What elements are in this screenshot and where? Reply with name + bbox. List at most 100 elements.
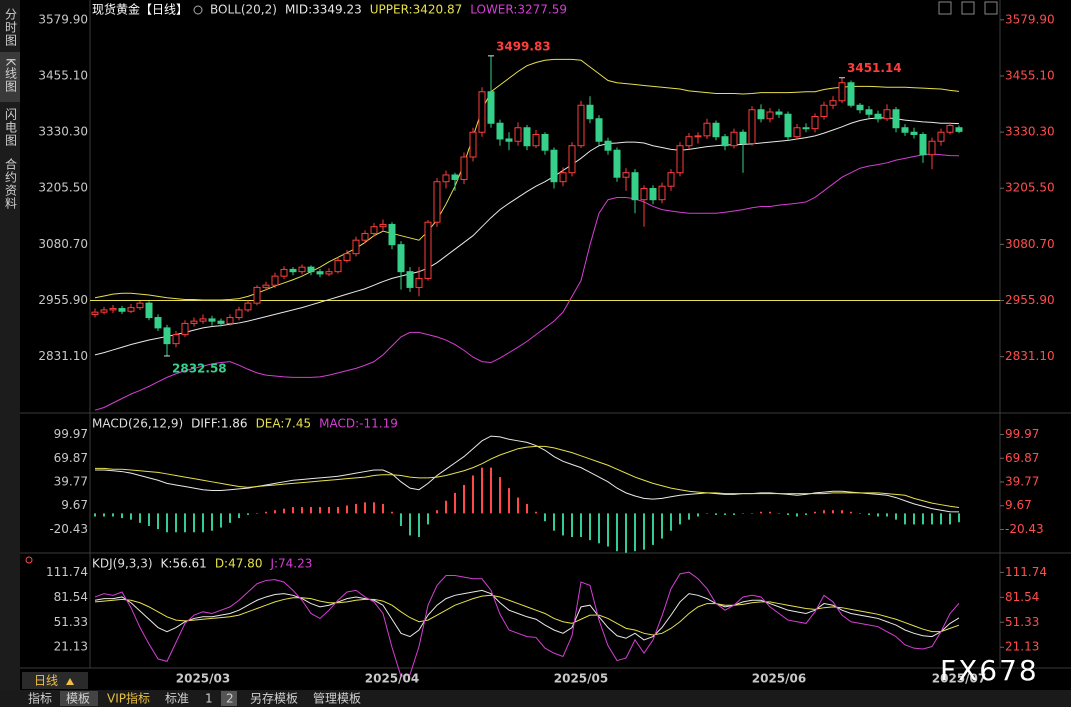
candle-body — [235, 309, 243, 319]
candle-body — [469, 131, 477, 158]
sidebar-tab[interactable]: 分时图 — [4, 8, 18, 47]
toolbar-item[interactable]: 模板 — [66, 692, 90, 706]
sidebar-active — [0, 52, 20, 102]
candle-body — [847, 82, 855, 106]
candle-body — [226, 317, 234, 324]
histogram-bar — [787, 513, 789, 515]
histogram-bar — [274, 510, 276, 514]
histogram-bar — [796, 513, 798, 517]
histogram-bar — [427, 513, 429, 525]
histogram-bar — [256, 513, 258, 514]
histogram-bar — [850, 511, 852, 514]
histogram-bar — [724, 513, 726, 515]
toolbar-item[interactable]: 管理模板 — [313, 691, 361, 706]
y-tick-label-right: 21.13 — [1005, 640, 1039, 654]
candle-body — [865, 109, 873, 115]
indicator-line — [95, 435, 960, 513]
histogram-bar — [544, 513, 546, 522]
indicator-line — [94, 571, 960, 677]
candle-body — [388, 223, 396, 246]
histogram-bar — [895, 513, 897, 520]
title-icon — [193, 5, 203, 15]
histogram-bar — [472, 475, 474, 514]
indicator-line — [94, 589, 960, 641]
y-tick-label-left: 3579.90 — [38, 12, 88, 26]
histogram-bar — [805, 513, 807, 515]
y-tick-label-right: 3455.10 — [1005, 68, 1055, 82]
candle-body — [181, 322, 189, 336]
button[interactable] — [961, 1, 975, 15]
toolbar-item[interactable]: 标准 — [165, 692, 189, 706]
legend-entry: D:47.80 — [215, 557, 263, 571]
histogram-bar — [508, 488, 510, 514]
toolbar-item[interactable]: 1 — [205, 692, 213, 706]
histogram-bar — [913, 513, 915, 525]
histogram-bar — [499, 477, 501, 514]
histogram-bar — [103, 513, 105, 517]
candle-body — [793, 127, 801, 138]
legend-entry: K:56.61 — [161, 557, 207, 571]
candle-body — [712, 122, 720, 138]
sidebar — [0, 0, 20, 690]
histogram-bar — [823, 510, 825, 514]
y-tick-label-right: 2955.90 — [1005, 293, 1055, 307]
sidebar-tab[interactable]: 闪电图 — [4, 108, 18, 147]
sidebar-tab[interactable]: 合约资料 — [4, 157, 18, 210]
candle-body — [604, 140, 612, 151]
indicator-line — [94, 58, 960, 301]
histogram-bar — [517, 497, 519, 514]
candle-body — [307, 266, 315, 273]
y-tick-label-right: 51.33 — [1005, 615, 1039, 629]
settings-icon[interactable] — [25, 556, 33, 564]
legend-entry: DEA:7.45 — [256, 417, 312, 431]
period-arrow — [66, 678, 74, 685]
y-tick-label-left: 39.77 — [54, 474, 88, 488]
histogram-bar — [328, 507, 330, 514]
candle-body — [397, 244, 405, 273]
candle-body — [577, 104, 585, 147]
toolbar-item[interactable]: VIP指标 — [107, 691, 150, 706]
y-tick-label-left: 3080.70 — [38, 237, 88, 251]
candle-body — [937, 131, 945, 142]
candle-body — [640, 187, 648, 201]
toolbar-item[interactable]: 指标 — [28, 691, 52, 706]
histogram-bar — [373, 502, 375, 514]
y-tick-label-left: 69.87 — [54, 451, 88, 465]
histogram-bar — [571, 513, 573, 538]
histogram-bar — [706, 513, 708, 514]
legend-entry: UPPER:3420.87 — [370, 3, 462, 17]
candle-body — [433, 181, 441, 223]
y-tick-label-right: 99.97 — [1005, 427, 1039, 441]
legend-entry: MACD:-11.19 — [319, 417, 398, 431]
toolbar-item[interactable]: 另存模板 — [250, 692, 298, 706]
histogram-bar — [535, 511, 537, 514]
y-tick-label-right: 3330.30 — [1005, 125, 1055, 139]
histogram-bar — [715, 513, 717, 515]
histogram-bar — [841, 510, 843, 514]
candle-body — [919, 133, 927, 156]
histogram-bar — [238, 513, 240, 519]
button[interactable] — [984, 1, 998, 15]
toolbar-item[interactable]: 2 — [226, 692, 234, 706]
histogram-bar — [220, 513, 222, 528]
legend-entry: DIFF:1.86 — [191, 417, 247, 431]
button[interactable] — [938, 1, 952, 15]
y-tick-label-left: 111.74 — [46, 565, 88, 579]
indicator-line — [95, 445, 960, 508]
histogram-bar — [409, 513, 411, 536]
histogram-bar — [553, 513, 555, 531]
candle-body — [829, 100, 837, 106]
legend-entry: MID:3349.23 — [285, 3, 362, 17]
candle-body — [541, 133, 549, 151]
candle-body — [649, 187, 657, 201]
histogram-bar — [940, 513, 942, 525]
candle-body — [901, 127, 909, 133]
period[interactable]: 日线 — [34, 674, 58, 688]
histogram-bar — [157, 513, 159, 530]
x-tick-label: 2025/06 — [752, 672, 806, 686]
y-tick-label-left: 2955.90 — [38, 293, 88, 307]
candle-body — [478, 91, 486, 133]
candle-body — [361, 232, 369, 241]
sidebar-tab[interactable]: K线图 — [4, 58, 18, 93]
histogram-bar — [445, 500, 447, 514]
